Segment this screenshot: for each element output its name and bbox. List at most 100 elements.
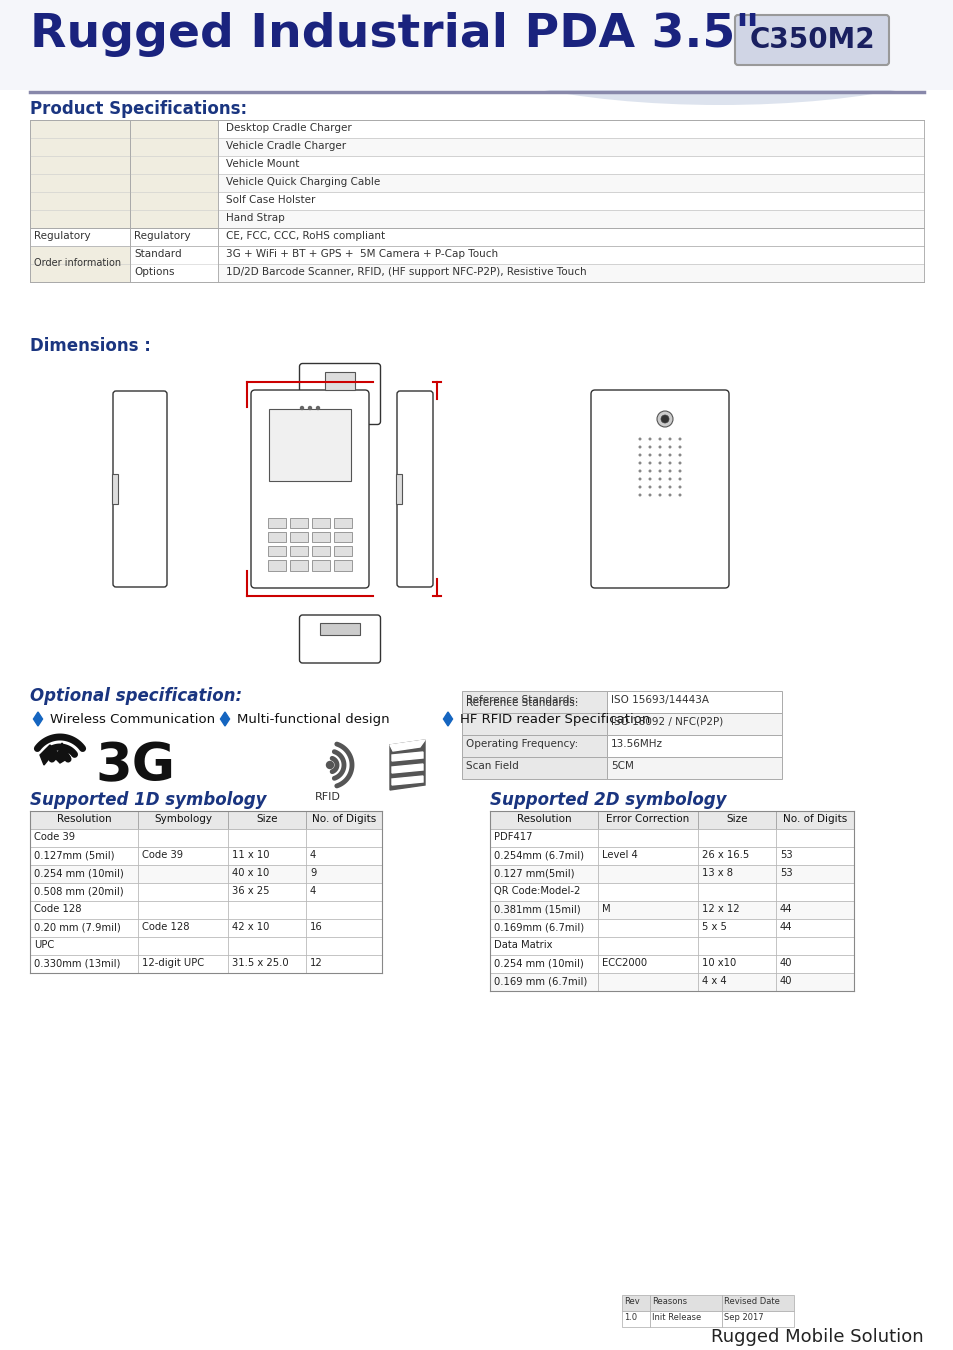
Bar bbox=[334, 517, 352, 528]
Bar bbox=[698, 937, 775, 954]
Bar bbox=[598, 919, 698, 937]
Text: 42 x 10: 42 x 10 bbox=[232, 922, 269, 931]
Circle shape bbox=[678, 494, 680, 497]
Text: 11 x 10: 11 x 10 bbox=[232, 850, 269, 860]
Text: Supported 2D symbology: Supported 2D symbology bbox=[490, 791, 726, 809]
Bar bbox=[598, 973, 698, 991]
Circle shape bbox=[316, 406, 319, 409]
Text: M: M bbox=[601, 904, 610, 914]
FancyBboxPatch shape bbox=[251, 390, 369, 589]
Bar bbox=[268, 560, 286, 571]
Text: 4 x 4: 4 x 4 bbox=[701, 976, 726, 986]
Bar bbox=[598, 937, 698, 954]
Text: No. of Digits: No. of Digits bbox=[312, 814, 375, 824]
Bar bbox=[490, 865, 598, 883]
Bar bbox=[598, 883, 698, 900]
FancyBboxPatch shape bbox=[112, 392, 167, 587]
FancyBboxPatch shape bbox=[590, 390, 728, 589]
Text: 40: 40 bbox=[780, 976, 792, 986]
Text: Regulatory: Regulatory bbox=[133, 231, 191, 242]
Circle shape bbox=[678, 470, 680, 472]
Text: 3G: 3G bbox=[95, 740, 174, 792]
Bar bbox=[138, 919, 228, 937]
FancyBboxPatch shape bbox=[299, 363, 380, 424]
Text: Size: Size bbox=[256, 814, 277, 824]
Text: Options: Options bbox=[133, 267, 174, 277]
Text: 12 x 12: 12 x 12 bbox=[701, 904, 739, 914]
Bar bbox=[621, 1311, 649, 1327]
Bar bbox=[461, 734, 606, 757]
Bar bbox=[30, 811, 138, 829]
Text: Wireless Communication: Wireless Communication bbox=[50, 713, 214, 726]
Text: Resolution: Resolution bbox=[56, 814, 112, 824]
Text: 12: 12 bbox=[310, 958, 322, 968]
Polygon shape bbox=[392, 752, 422, 761]
Circle shape bbox=[678, 462, 680, 464]
Text: Reasons: Reasons bbox=[651, 1297, 686, 1305]
Bar bbox=[290, 532, 308, 543]
Bar bbox=[269, 409, 351, 482]
Bar bbox=[698, 900, 775, 919]
Text: Rev: Rev bbox=[623, 1297, 639, 1305]
Bar bbox=[395, 474, 401, 504]
Bar bbox=[319, 622, 359, 634]
Polygon shape bbox=[33, 711, 43, 726]
Text: QR Code:Model-2: QR Code:Model-2 bbox=[494, 886, 579, 896]
Bar bbox=[306, 883, 381, 900]
Text: Scan Field: Scan Field bbox=[465, 761, 518, 771]
Bar bbox=[218, 228, 923, 246]
Bar bbox=[490, 973, 598, 991]
Circle shape bbox=[638, 494, 640, 497]
Circle shape bbox=[648, 462, 651, 464]
Bar bbox=[218, 174, 923, 192]
Bar bbox=[312, 532, 330, 543]
Text: Reference Standards:: Reference Standards: bbox=[465, 698, 578, 707]
Bar bbox=[490, 846, 598, 865]
Text: Product Specifications:: Product Specifications: bbox=[30, 100, 247, 117]
Bar bbox=[306, 900, 381, 919]
Circle shape bbox=[660, 414, 668, 423]
Text: 5CM: 5CM bbox=[610, 761, 633, 771]
Bar bbox=[30, 883, 138, 900]
Circle shape bbox=[638, 437, 640, 440]
Bar bbox=[228, 919, 306, 937]
Circle shape bbox=[678, 478, 680, 481]
Text: Dimensions :: Dimensions : bbox=[30, 338, 151, 355]
Text: Hand Strap: Hand Strap bbox=[226, 213, 284, 223]
Bar bbox=[218, 211, 923, 228]
Circle shape bbox=[648, 486, 651, 489]
Text: 0.169 mm (6.7mil): 0.169 mm (6.7mil) bbox=[494, 976, 587, 986]
Text: PDF417: PDF417 bbox=[494, 832, 532, 842]
Bar bbox=[138, 811, 228, 829]
Bar bbox=[775, 937, 853, 954]
Bar bbox=[721, 1295, 793, 1311]
Bar bbox=[306, 811, 381, 829]
Text: Sep 2017: Sep 2017 bbox=[723, 1314, 762, 1322]
Text: Revised Date: Revised Date bbox=[723, 1297, 779, 1305]
Bar bbox=[698, 829, 775, 846]
Text: 1.0: 1.0 bbox=[623, 1314, 637, 1322]
Bar bbox=[775, 829, 853, 846]
Bar bbox=[30, 846, 138, 865]
Bar bbox=[606, 713, 781, 734]
Bar bbox=[130, 228, 218, 246]
Text: 9: 9 bbox=[310, 868, 316, 878]
Bar bbox=[461, 757, 606, 779]
Text: 53: 53 bbox=[780, 850, 792, 860]
Text: 16: 16 bbox=[310, 922, 322, 931]
Circle shape bbox=[678, 437, 680, 440]
Bar bbox=[290, 517, 308, 528]
Circle shape bbox=[658, 486, 660, 489]
Text: Supported 1D symbology: Supported 1D symbology bbox=[30, 791, 266, 809]
Circle shape bbox=[678, 486, 680, 489]
Text: Solf Case Holster: Solf Case Holster bbox=[226, 194, 315, 205]
Text: Standard: Standard bbox=[133, 248, 181, 259]
FancyBboxPatch shape bbox=[734, 15, 888, 65]
Circle shape bbox=[658, 462, 660, 464]
Text: RFID: RFID bbox=[314, 792, 340, 802]
Text: 26 x 16.5: 26 x 16.5 bbox=[701, 850, 748, 860]
Bar bbox=[775, 846, 853, 865]
Bar bbox=[598, 846, 698, 865]
Bar bbox=[490, 919, 598, 937]
Text: 4: 4 bbox=[310, 886, 315, 896]
